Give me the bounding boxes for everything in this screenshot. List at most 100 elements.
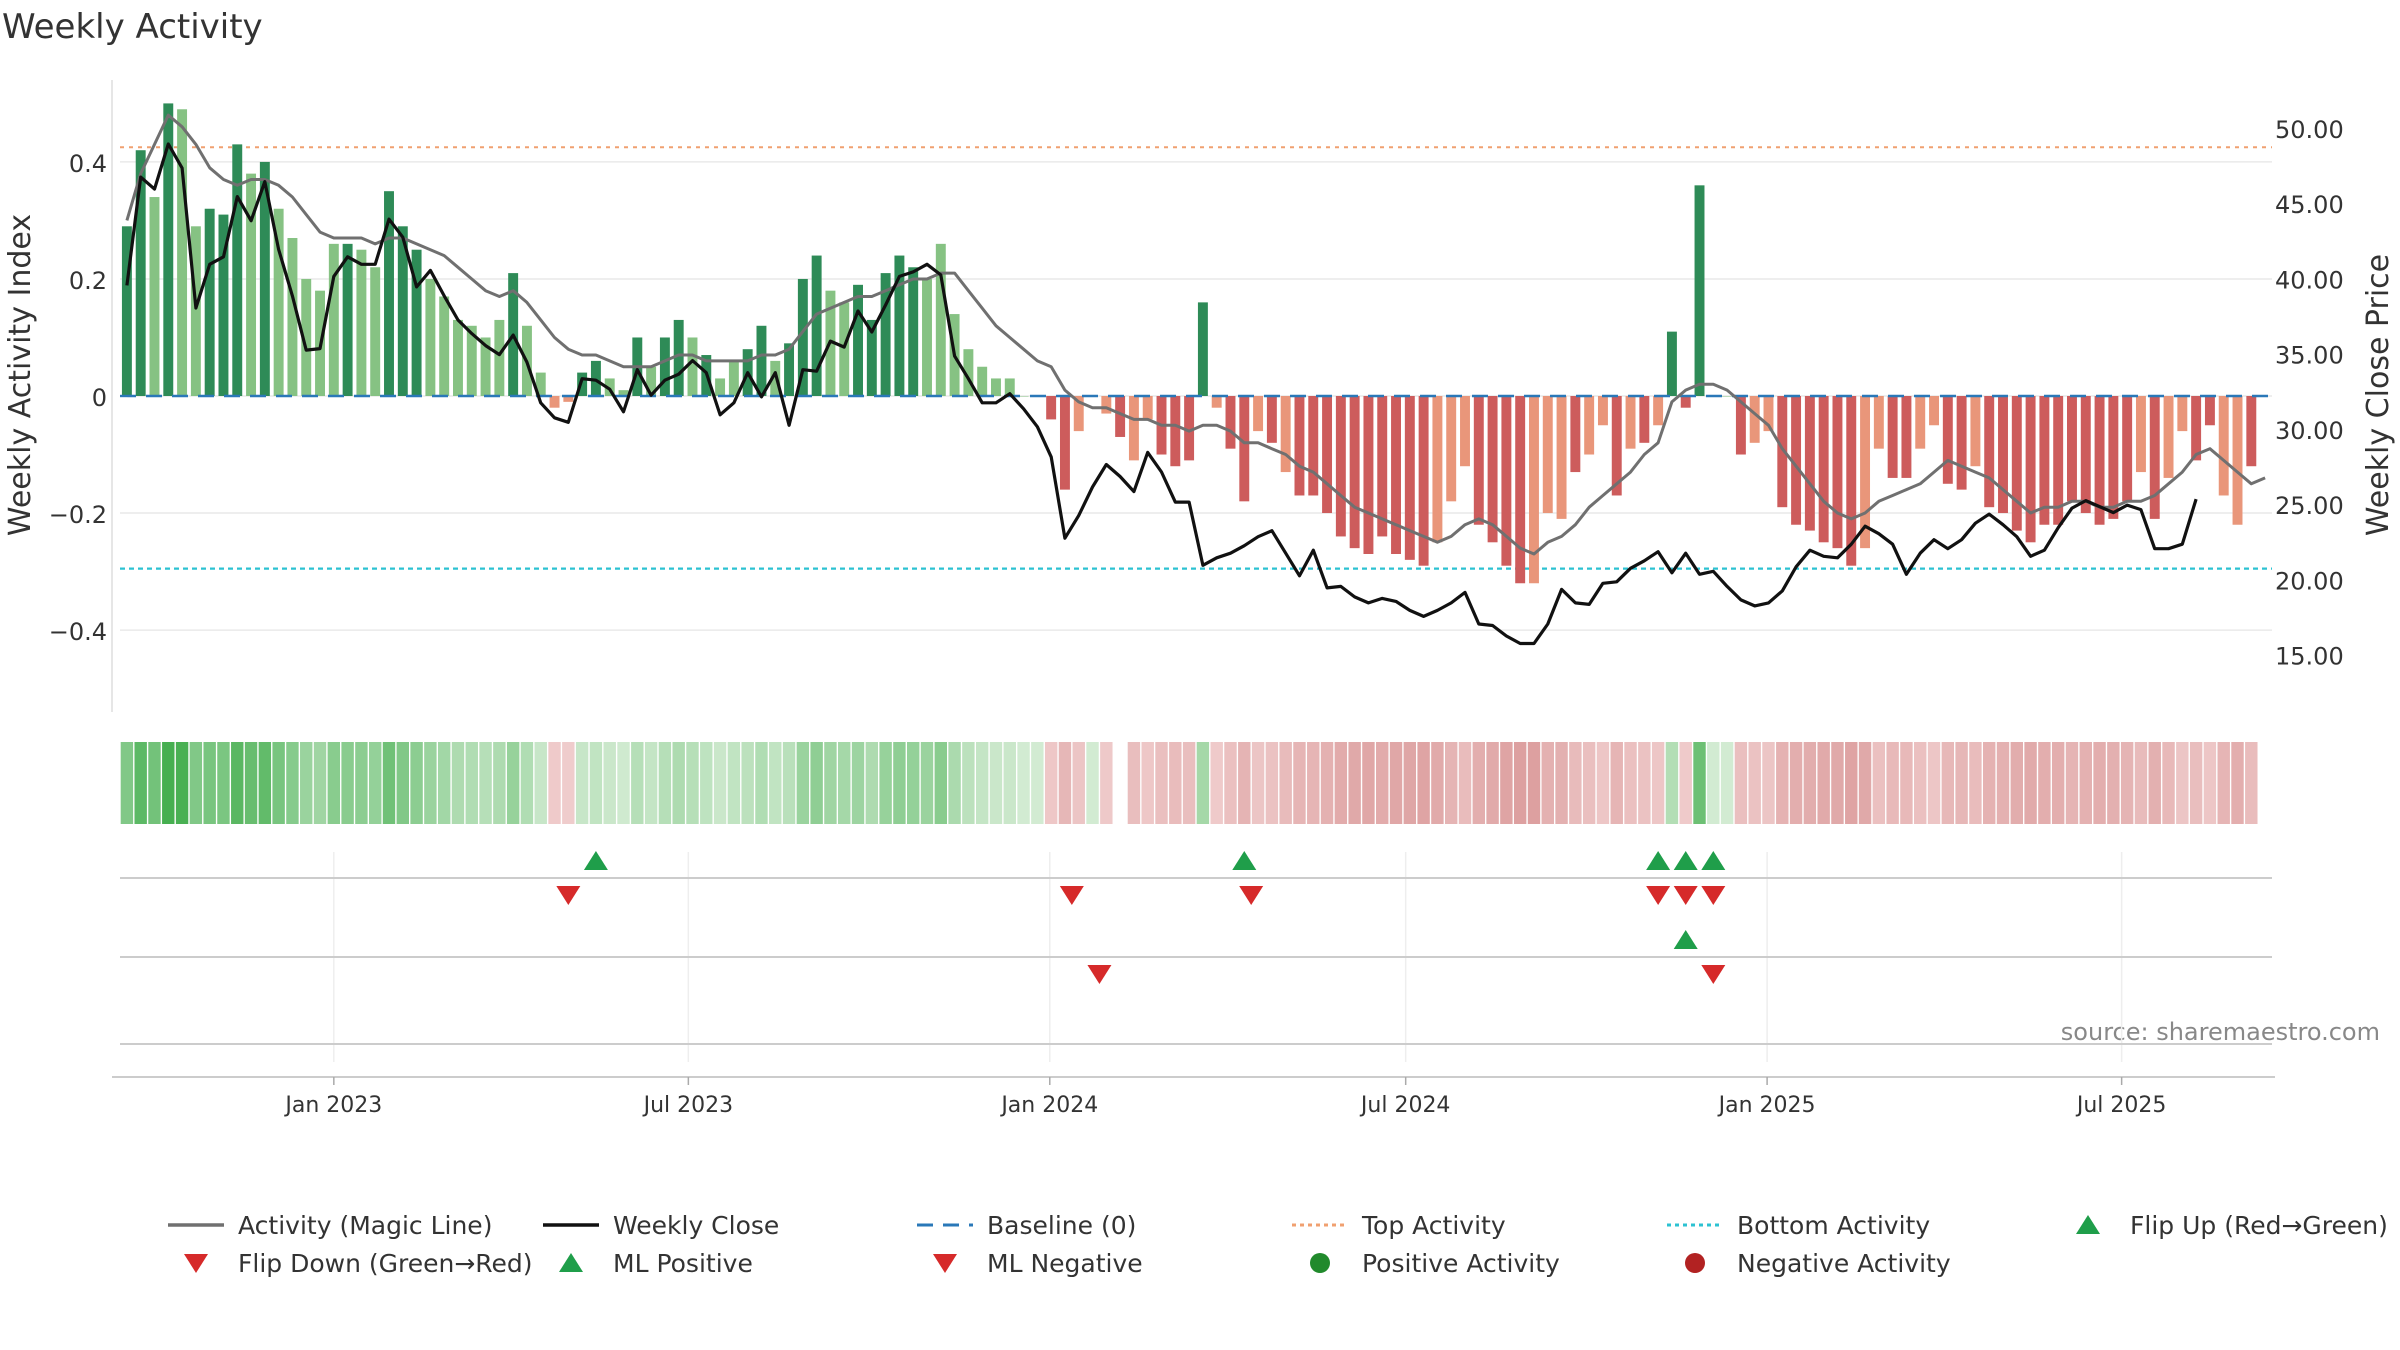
heat-strip-cell [1927,742,1941,824]
flip-down-marker [556,886,581,905]
flip-down-marker [1059,886,1084,905]
heat-strip-cell [506,742,520,824]
heat-strip-cell [1127,742,1141,824]
heat-strip-cell [162,742,175,824]
activity-bar [839,302,850,396]
activity-bar [453,319,463,396]
heat-strip-cell [575,742,589,824]
activity-bar [935,243,946,396]
heat-strip-cell [906,742,920,824]
activity-bar [1901,396,1912,478]
heat-strip-cell [796,742,810,824]
activity-bar [135,150,146,396]
heat-strip-cell [686,742,699,824]
legend: Activity (Magic Line) Weekly Close Baselin… [168,1211,2388,1278]
heat-strip-cell [1100,742,1113,824]
heat-strip-cell [851,742,865,824]
legend-item-bottom-activity: Bottom Activity [1667,1211,1930,1240]
legend-item-top-activity: Top Activity [1292,1211,1506,1240]
activity-bar [190,226,201,396]
activity-bar [1529,396,1539,584]
heat-strip-cell [1541,742,1554,824]
heat-strip-cell [313,742,327,824]
heat-strip-cell [534,742,547,824]
activity-bar [425,278,436,396]
heat-strip-cell [810,742,823,824]
activity-bar [590,360,601,396]
heat-strip-cell [355,742,368,824]
heat-strip-cell [1044,742,1058,824]
heat-strip-cell [1169,742,1182,824]
heat-strip-cell [396,742,410,824]
x-tick-label: Jan 2023 [283,1093,382,1118]
legend-label: Weekly Close [613,1211,779,1240]
activity-bar [1556,396,1567,519]
activity-bar [384,191,394,396]
activity-bar [1322,396,1333,514]
activity-bar [1266,396,1277,443]
heat-strip-cell [1996,742,2010,824]
activity-bar [2191,396,2202,461]
heat-strip-cell [2162,742,2175,824]
heat-strip-cell [1458,742,1472,824]
legend-circle-swatch [1685,1253,1705,1273]
activity-bar [1570,396,1581,473]
activity-bar [549,396,560,408]
weekly-close-line [125,142,2198,646]
activity-bar [687,337,698,396]
heat-strip-cell [893,742,906,824]
heat-strip-cell [2065,742,2079,824]
heat-strip-cell [1707,742,1720,824]
heat-strip-cell [1017,742,1030,824]
activity-bar [1653,396,1664,426]
heat-strip-cell [741,742,754,824]
activity-bar [1942,396,1953,484]
heat-strip-cell [1720,742,1734,824]
source-attribution: source: sharemaestro.com [2061,1018,2380,1046]
activity-bar [1432,396,1443,543]
activity-bar [1377,396,1388,537]
activity-bar [494,319,505,396]
activity-bars [121,103,2257,584]
heat-strip-cell [1734,742,1748,824]
activity-bar [370,267,381,396]
y-axis-left-label: Weekly Activity Index [3,214,38,536]
activity-bar [1280,396,1291,473]
y-right-tick-label: 20.00 [2275,567,2344,595]
heat-strip-cell [1376,742,1389,824]
heat-strip-cell [1900,742,1913,824]
activity-bar [784,343,795,396]
ml-negative-marker [1087,965,1112,984]
heat-strip-cell [2245,742,2258,824]
x-tick-label: Jan 2024 [999,1093,1098,1118]
activity-bar [659,337,670,396]
heat-strip-cell [1472,742,1486,824]
heat-strip-cell [272,742,285,824]
heat-strip-cell [1845,742,1858,824]
y-right-tick-label: 40.00 [2275,266,2344,294]
heat-strip-cell [1762,742,1775,824]
heat-strip-cell [1072,742,1085,824]
activity-bar [273,208,284,396]
heat-strip-cell [603,742,616,824]
heat-strip-cell [148,742,161,824]
activity-bar [1625,396,1636,449]
flip-down-marker [1646,886,1671,905]
heat-strip-cell [1527,742,1541,824]
heat-strip-cell [2093,742,2106,824]
heat-strip-cell [1789,742,1803,824]
heat-strip-cell [493,742,506,824]
heat-strip-cell [1914,742,1927,824]
activity-bar [1984,396,1995,508]
heat-strip-cell [2038,742,2051,824]
heat-strip-cell [975,742,989,824]
activity-bar [177,109,188,396]
activity-bar [2025,396,2036,543]
heat-strip-cell [1417,742,1430,824]
heat-strip-cell [548,742,561,824]
activity-bar [480,337,491,396]
magic-line [125,113,2266,556]
heat-strip-cell [2231,742,2244,824]
activity-bar [1915,396,1926,449]
